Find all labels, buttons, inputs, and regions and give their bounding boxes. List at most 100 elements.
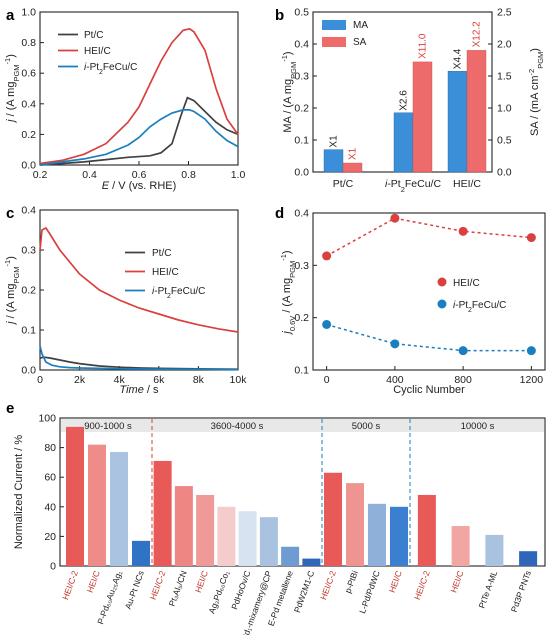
b-category-label-2: HEI/C (453, 178, 481, 190)
a-ytick-label-3: 0.6 (21, 68, 36, 80)
c-ytick-label-2: 0.2 (21, 285, 36, 297)
a-yaxis-title: j / (A mgPGM-1) (3, 54, 21, 124)
e-bar-0-3 (132, 540, 150, 566)
b-bar-ma-1 (393, 112, 414, 173)
b-left-ytick-label-2: 0.2 (294, 103, 309, 115)
e-category-label-3-3: Pd3P PNTs (509, 569, 533, 613)
c-ytick-label-3: 0.3 (21, 245, 36, 257)
d-xtick-label-1: 400 (386, 374, 404, 386)
b-legend-label-1: SA (353, 37, 367, 48)
a-ytick-label-1: 0.2 (21, 129, 36, 141)
panel-letter-d: d (275, 205, 284, 222)
b-data-label-sa-1: X11.0 (418, 33, 429, 59)
a-xtick-label-0: 0.2 (33, 169, 48, 181)
c-xtick-label-2: 4k (114, 374, 126, 386)
e-bar-2-2 (368, 503, 386, 566)
e-ytick-label-3: 60 (44, 472, 56, 484)
e-header-band (61, 419, 544, 432)
d-legend-marker-0 (437, 277, 447, 287)
d-series-line-1 (326, 323, 532, 352)
b-left-ytick-label-1: 0.1 (294, 135, 309, 147)
a-series-line-1 (39, 27, 239, 165)
b-bar-sa-2 (466, 50, 487, 173)
a-series-line-2 (39, 109, 239, 166)
b-right-axis-title: SA / (mA cm-2PGM) (527, 48, 545, 136)
d-legend-label-0: HEI/C (453, 278, 480, 289)
c-series-line-1 (39, 226, 239, 333)
c-ytick-label-1: 0.1 (21, 325, 36, 337)
e-yaxis-title: Normalized Current / % (13, 435, 25, 550)
b-data-label-ma-1: X2.6 (399, 90, 410, 111)
b-left-ytick-label-0: 0.0 (294, 167, 309, 179)
e-category-label-1-0: HEI/C-2 (148, 569, 168, 601)
b-right-ytick-label-0: 0.0 (497, 167, 512, 179)
e-bar-1-7 (302, 558, 321, 566)
e-ytick-label-1: 20 (44, 531, 56, 543)
e-group-label-1: 3600-4000 s (211, 421, 264, 432)
b-data-label-ma-2: X4.4 (453, 48, 464, 69)
e-category-label-1-4: PdHoOv/C (229, 569, 252, 611)
e-category-label-3-2: PtTe A-ML (476, 569, 499, 610)
panel-letter-e: e (6, 400, 14, 417)
b-right-ytick-label-4: 2.0 (497, 39, 512, 51)
e-category-label-2-0: HEI/C-2 (318, 569, 338, 601)
a-xtick-label-1: 0.4 (82, 169, 97, 181)
b-right-ytick-label-5: 2.5 (497, 7, 512, 19)
b-legend-label-0: MA (353, 20, 368, 31)
b-right-ytick-label-2: 1.0 (497, 103, 512, 115)
e-bar-1-1 (174, 486, 193, 566)
c-xtick-label-1: 2k (74, 374, 86, 386)
e-bar-0-2 (110, 452, 128, 566)
panel-letter-c: c (6, 205, 14, 222)
e-ytick-label-5: 100 (38, 413, 56, 425)
c-series-line-2 (39, 345, 239, 371)
a-ytick-label-5: 1.0 (21, 7, 36, 19)
b-category-label-0: Pt/C (333, 178, 354, 190)
b-left-ytick-label-4: 0.4 (294, 39, 309, 51)
e-bar-1-0 (153, 460, 172, 566)
c-legend-label-0: Pt/C (152, 248, 171, 259)
b-left-ytick-label-5: 0.5 (294, 7, 309, 19)
d-plot-frame (312, 212, 546, 371)
e-category-label-2-1: p-PtBi (343, 569, 360, 594)
e-group-label-0: 900-1000 s (84, 421, 132, 432)
e-bar-1-5 (259, 517, 278, 566)
e-category-label-2-3: HEI/C (387, 569, 404, 594)
b-bar-ma-2 (447, 70, 468, 173)
e-bar-2-1 (346, 483, 364, 566)
e-bar-0-1 (88, 444, 106, 566)
a-ytick-label-4: 0.8 (21, 37, 36, 49)
panel-letter-a: a (6, 7, 15, 24)
b-left-axis-title: MA / (A mgPGM-1) (280, 51, 298, 132)
a-xtick-label-4: 1.0 (231, 169, 246, 181)
c-xtick-label-3: 6k (153, 374, 165, 386)
d-legend-label-1: i-Pt2FeCu/C (453, 300, 506, 314)
d-point-0-1 (390, 213, 400, 223)
d-point-1-1 (390, 339, 400, 349)
a-xaxis-title: E / V (vs. RHE) (102, 180, 177, 192)
a-series-line-0 (39, 96, 239, 166)
d-ytick-label-0: 0.1 (294, 365, 309, 377)
c-legend-label-1: HEI/C (152, 267, 179, 278)
c-xtick-label-4: 8k (193, 374, 205, 386)
d-point-0-3 (526, 233, 536, 243)
e-bar-1-2 (196, 494, 215, 566)
e-group-label-3: 10000 s (461, 421, 495, 432)
c-yaxis-title: j / (A mgPGM-1) (3, 256, 21, 326)
b-data-label-sa-2: X12.2 (472, 21, 483, 48)
e-bar-1-3 (217, 506, 236, 566)
b-right-ytick-label-3: 1.5 (497, 71, 512, 83)
c-legend-label-2: i-Pt2FeCu/C (152, 286, 205, 300)
d-ytick-label-3: 0.4 (294, 208, 309, 220)
e-category-label-3-1: HEI/C (448, 569, 465, 594)
d-xtick-label-0: 0 (324, 374, 330, 386)
a-ytick-label-0: 0.0 (21, 160, 36, 172)
a-ytick-label-2: 0.4 (21, 98, 36, 110)
b-legend-swatch-1 (322, 37, 346, 47)
panel-letter-b: b (275, 7, 284, 24)
a-xtick-label-2: 0.6 (132, 169, 147, 181)
e-category-label-0-0: HEI/C-2 (60, 569, 80, 601)
b-bar-sa-1 (412, 61, 433, 173)
